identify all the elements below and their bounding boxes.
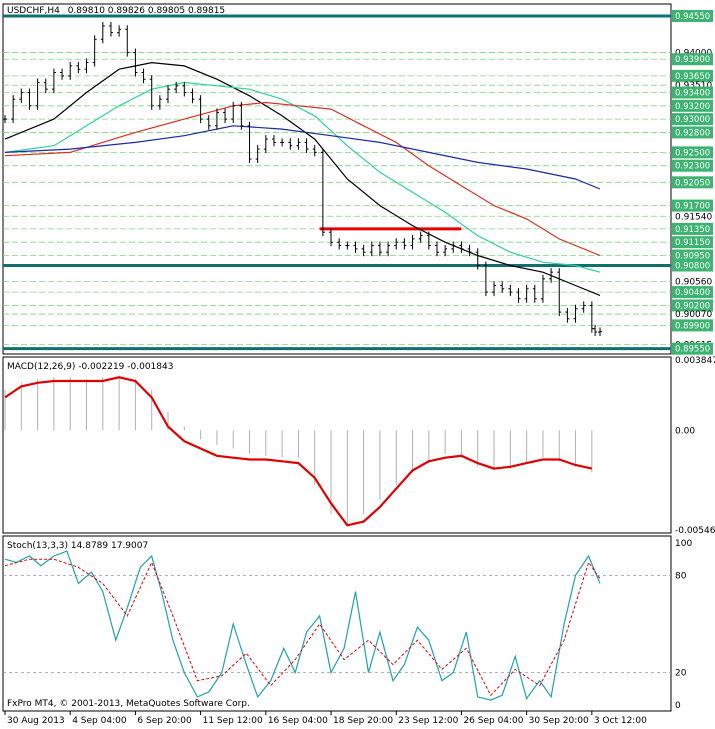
time-tick-label: 23 Sep 12:00 [398,716,458,726]
price-tag-bg [672,249,713,262]
stochastic-panel-header: Stoch(13,3,3) 14.8789 17.9007 [7,541,148,551]
price-tick-label: 0.93200 [675,102,710,112]
macd-signal-path [4,376,593,527]
stochastic-axis-labels: 100 80 20 0 [675,539,692,711]
price-panel-header: USDCHF,H4 0.89810 0.89826 0.89805 0.8981… [7,6,225,16]
price-tag-bg [672,126,713,139]
price-tick-label: 0.93900 [675,55,710,65]
price-tag-bg [672,299,713,312]
time-tick-label: 6 Sep 20:00 [137,716,192,726]
price-tag-bg [672,69,713,82]
price-tick-label: 0.92500 [675,148,710,158]
price-tick-label: 0.93650 [675,72,710,82]
price-gridlines [3,15,671,350]
time-tick-label: 3 Oct 12:00 [594,716,647,726]
time-tick-label: 30 Aug 2013 [7,716,65,726]
price-bars [3,21,602,337]
price-tick-label: 0.92050 [675,178,710,188]
macd-signal-line [4,376,593,527]
ma-fast-line [4,61,601,296]
price-tag-bg [672,146,713,159]
macd-tick-label: -0.005465 [675,526,715,536]
price-tick-label: 0.93400 [675,89,710,99]
moving-average-lines [4,61,601,296]
ma-slow-blue-line [4,125,601,190]
time-tick-label: 26 Sep 04:00 [463,716,523,726]
price-tick-label: 0.89900 [675,321,710,331]
price-tick-label: 0.90070 [675,310,712,320]
stochastic-tick-label: 100 [675,539,692,549]
price-tag-bg [672,236,713,249]
price-tick-label: 0.91150 [675,238,710,248]
time-tick-label: 4 Sep 04:00 [72,716,127,726]
time-tick-label: 18 Sep 20:00 [333,716,393,726]
stochastic-tick-label: 80 [675,571,687,581]
price-tag-bg [672,159,713,172]
price-axis-labels: 0.945500.940000.939000.936500.935100.934… [672,9,713,355]
price-tick-label: 0.92300 [675,162,710,172]
macd-tick-label: 0.00 [675,426,695,436]
macd-axis-labels: 0.003847 0.00 -0.005465 [675,356,715,536]
price-tick-label: 0.90950 [675,252,710,262]
macd-panel-header: MACD(12,26,9) -0.002219 -0.001843 [7,362,173,372]
price-tick-label: 0.91700 [675,202,710,212]
price-tick-label: 0.93000 [675,115,710,125]
price-tag-bg [672,86,713,99]
time-tick-label: 11 Sep 12:00 [203,716,263,726]
price-tick-label: 0.89550 [675,345,710,355]
price-tick-label: 0.93510 [675,81,712,91]
price-tag-bg [672,53,713,66]
price-tag-bg [672,99,713,112]
stochastic-main-path [4,550,601,701]
price-tag-bg [672,222,713,235]
panel-frames [2,3,672,712]
stochastic-tick-label: 20 [675,669,687,679]
time-tick-label: 30 Sep 20:00 [529,716,589,726]
price-tick-label: 0.94550 [675,12,710,22]
price-tick-label: 0.91350 [675,225,710,235]
price-tag-bg [672,9,713,22]
stochastic-lines [3,550,671,701]
ma-mid-line [4,81,601,273]
macd-histogram [4,375,593,526]
price-tick-label: 0.90400 [675,288,710,298]
time-tick-label: 16 Sep 04:00 [268,716,328,726]
ma-slow-red-line [4,101,601,257]
stochastic-tick-label: 0 [675,701,681,711]
time-axis-labels: 30 Aug 2013 4 Sep 04:00 6 Sep 20:00 11 Sep … [4,711,647,726]
price-tag-bg [672,342,713,355]
price-tick-label: 0.92800 [675,128,710,138]
macd-tick-label: 0.003847 [675,356,715,366]
price-tick-label: 0.90800 [675,262,710,272]
price-tag-bg [672,176,713,189]
price-tag-bg [672,319,713,332]
price-tag-bg [672,286,713,299]
price-tag-bg [672,259,713,272]
copyright-text: FxPro MT4, © 2001-2013, MetaQuotes Softw… [7,699,250,709]
price-tick-label: 0.91540 [675,212,712,222]
stochastic-signal-path [4,558,601,697]
price-tick-label: 0.90560 [675,277,712,287]
price-tag-bg [672,199,713,212]
symbol-label: USDCHF,H4 [7,6,60,16]
key-level-lines [3,14,671,351]
ohlc-values: 0.89810 0.89826 0.89805 0.89815 [68,6,225,16]
price-tick-label: 0.90200 [675,301,710,311]
price-tag-bg [672,113,713,126]
